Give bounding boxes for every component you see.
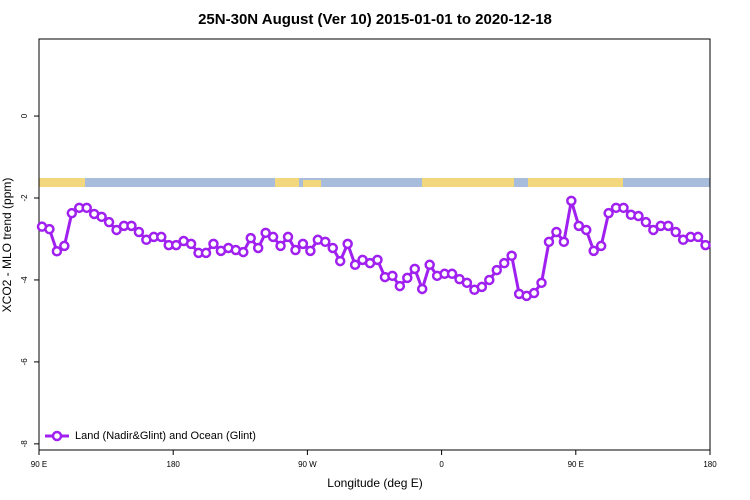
data-point bbox=[603, 207, 614, 219]
x-tick-label: 90 E bbox=[31, 460, 47, 469]
y-tick-label: -6 bbox=[20, 358, 29, 366]
data-point bbox=[275, 240, 286, 252]
data-point bbox=[476, 281, 488, 293]
data-point bbox=[670, 226, 681, 238]
data-point bbox=[387, 270, 398, 282]
data-point bbox=[394, 280, 406, 292]
data-point bbox=[446, 268, 458, 280]
data-point bbox=[566, 195, 577, 207]
data-point bbox=[551, 226, 562, 238]
data-point bbox=[409, 263, 421, 275]
data-point bbox=[424, 259, 435, 271]
data-point bbox=[327, 242, 338, 254]
data-point bbox=[372, 254, 383, 266]
legend-label: Land (Nadir&Glint) and Ocean (Glint) bbox=[75, 430, 256, 442]
data-point bbox=[282, 231, 294, 243]
data-point bbox=[126, 220, 137, 232]
x-tick-label: 90 W bbox=[298, 460, 317, 469]
data-point bbox=[402, 272, 413, 284]
data-point bbox=[692, 231, 704, 243]
data-point bbox=[633, 210, 644, 222]
data-point bbox=[267, 231, 279, 243]
land-band bbox=[528, 178, 623, 187]
data-point bbox=[81, 202, 92, 214]
land-band bbox=[39, 178, 85, 187]
data-point bbox=[290, 244, 301, 256]
data-point bbox=[245, 232, 256, 244]
data-point bbox=[349, 259, 361, 271]
data-point bbox=[111, 224, 122, 236]
data-point bbox=[252, 242, 264, 254]
data-point bbox=[595, 240, 607, 252]
y-tick-label: -8 bbox=[20, 440, 29, 448]
data-point bbox=[44, 223, 55, 235]
plot-frame bbox=[38, 38, 711, 451]
data-point bbox=[506, 250, 517, 262]
y-tick-label: -4 bbox=[20, 276, 29, 284]
data-point bbox=[305, 245, 316, 257]
data-point bbox=[334, 255, 346, 267]
data-point bbox=[96, 211, 107, 223]
data-point bbox=[580, 224, 592, 236]
data-point bbox=[648, 224, 659, 236]
x-tick-label: 180 bbox=[167, 460, 181, 469]
data-point bbox=[588, 245, 599, 257]
data-point bbox=[208, 238, 219, 250]
data-point bbox=[536, 277, 547, 289]
data-point bbox=[543, 236, 555, 248]
legend-marker bbox=[51, 430, 63, 442]
ocean-band bbox=[39, 178, 710, 187]
y-axis-label: XCO2 - MLO trend (ppm) bbox=[0, 178, 14, 313]
data-point bbox=[558, 236, 570, 248]
data-point bbox=[133, 226, 145, 238]
land-ocean-strip bbox=[39, 178, 710, 187]
x-tick-label: 0 bbox=[439, 460, 444, 469]
land-band bbox=[422, 178, 514, 187]
land-band bbox=[303, 180, 321, 187]
x-tick-label: 90 E bbox=[568, 460, 584, 469]
data-point bbox=[528, 287, 540, 299]
chart-title: 25N-30N August (Ver 10) 2015-01-01 to 20… bbox=[198, 11, 552, 28]
data-point bbox=[66, 207, 78, 219]
y-tick-label: -2 bbox=[20, 194, 29, 202]
data-point bbox=[103, 216, 115, 228]
data-point bbox=[662, 220, 674, 232]
data-point bbox=[320, 236, 331, 248]
data-point bbox=[59, 240, 70, 252]
data-point bbox=[260, 227, 271, 239]
data-point bbox=[498, 257, 510, 269]
y-tick-label: 0 bbox=[20, 113, 29, 118]
data-point bbox=[185, 238, 197, 250]
data-point bbox=[640, 216, 652, 228]
data-point bbox=[573, 220, 585, 232]
data-point bbox=[618, 202, 629, 214]
x-tick-label: 180 bbox=[703, 460, 717, 469]
data-point bbox=[297, 238, 309, 250]
x-axis-label: Longitude (deg E) bbox=[327, 476, 422, 490]
data-point bbox=[484, 274, 495, 286]
land-band bbox=[275, 178, 299, 187]
data-point bbox=[491, 264, 503, 276]
data-point bbox=[51, 246, 63, 257]
data-point bbox=[416, 283, 428, 295]
data-point bbox=[200, 247, 212, 259]
data-point bbox=[461, 277, 473, 289]
data-point bbox=[238, 246, 249, 258]
data-point bbox=[170, 239, 182, 251]
data-point bbox=[700, 239, 711, 251]
data-point bbox=[156, 231, 167, 243]
data-point bbox=[342, 238, 353, 250]
